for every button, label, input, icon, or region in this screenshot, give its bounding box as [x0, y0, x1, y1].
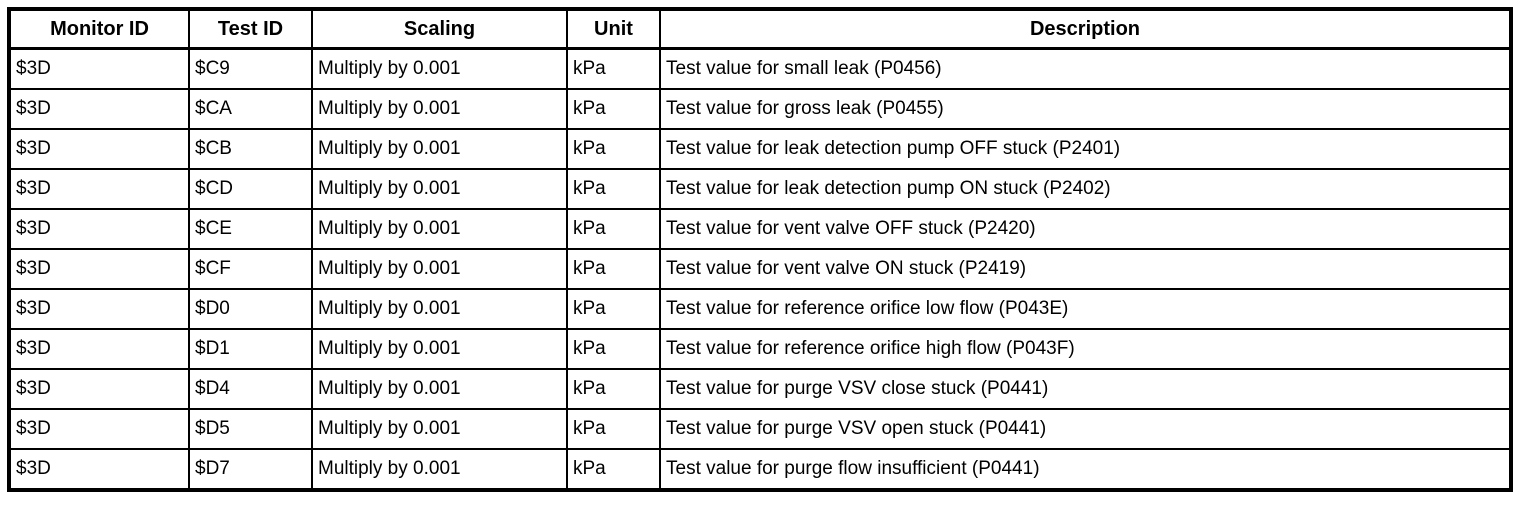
table-cell: Test value for gross leak (P0455)	[659, 88, 1512, 130]
table-row: $3D $D1 Multiply by 0.001 kPa Test value for…	[8, 328, 1512, 370]
table-cell: Test value for reference orifice low flo…	[659, 288, 1512, 330]
table-cell: Test value for vent valve OFF stuck (P24…	[659, 208, 1512, 250]
table-cell: $CE	[188, 208, 313, 250]
table-row: $3D $CD Multiply by 0.001 kPa Test value for…	[8, 168, 1512, 210]
monitor-test-scaling-table: Monitor ID Test ID Scaling Unit Descript…	[7, 7, 1513, 492]
table-cell: kPa	[566, 168, 661, 210]
table-cell: $3D	[8, 328, 190, 370]
table-cell: $3D	[8, 448, 190, 491]
column-header-test-id: Test ID	[188, 8, 313, 50]
table-cell: $CD	[188, 168, 313, 210]
table-header-row: Monitor ID Test ID Scaling Unit Descript…	[8, 8, 1512, 50]
table-cell: $3D	[8, 47, 190, 90]
table-cell: kPa	[566, 368, 661, 410]
table-cell: kPa	[566, 408, 661, 450]
table-cell: Multiply by 0.001	[311, 88, 568, 130]
table-cell: $3D	[8, 288, 190, 330]
column-header-description: Description	[659, 8, 1512, 50]
table-row: $3D $CF Multiply by 0.001 kPa Test value for…	[8, 248, 1512, 290]
table-body: $3D $C9 Multiply by 0.001 kPa Test value for…	[8, 47, 1512, 491]
table-cell: Multiply by 0.001	[311, 328, 568, 370]
table-cell: kPa	[566, 328, 661, 370]
table-cell: $3D	[8, 208, 190, 250]
table-cell: $3D	[8, 168, 190, 210]
table-cell: Multiply by 0.001	[311, 208, 568, 250]
table-cell: $CA	[188, 88, 313, 130]
table-cell: $CF	[188, 248, 313, 290]
table-row: $3D $CE Multiply by 0.001 kPa Test value for…	[8, 208, 1512, 250]
table-cell: $CB	[188, 128, 313, 170]
table-cell: Multiply by 0.001	[311, 248, 568, 290]
table-cell: Multiply by 0.001	[311, 128, 568, 170]
table-cell: Test value for purge flow insufficient (…	[659, 448, 1512, 491]
table-cell: $C9	[188, 47, 313, 90]
table-cell: Test value for purge VSV open stuck (P04…	[659, 408, 1512, 450]
table-cell: kPa	[566, 88, 661, 130]
table-cell: Multiply by 0.001	[311, 47, 568, 90]
table-row: $3D $D7 Multiply by 0.001 kPa Test value for…	[8, 448, 1512, 491]
table-cell: kPa	[566, 248, 661, 290]
table-row: $3D $C9 Multiply by 0.001 kPa Test value for…	[8, 47, 1512, 90]
table-cell: Multiply by 0.001	[311, 408, 568, 450]
column-header-monitor-id: Monitor ID	[8, 8, 190, 50]
table-cell: kPa	[566, 288, 661, 330]
table-cell: Multiply by 0.001	[311, 168, 568, 210]
table-cell: $D0	[188, 288, 313, 330]
document-page: Monitor ID Test ID Scaling Unit Descript…	[7, 7, 1513, 492]
table-cell: Test value for leak detection pump ON st…	[659, 168, 1512, 210]
table-cell: kPa	[566, 128, 661, 170]
table-row: $3D $D0 Multiply by 0.001 kPa Test value for…	[8, 288, 1512, 330]
column-header-scaling: Scaling	[311, 8, 568, 50]
table-cell: Multiply by 0.001	[311, 448, 568, 491]
table-cell: Test value for reference orifice high fl…	[659, 328, 1512, 370]
table-cell: Test value for purge VSV close stuck (P0…	[659, 368, 1512, 410]
table-cell: $3D	[8, 408, 190, 450]
table-cell: $3D	[8, 128, 190, 170]
table-row: $3D $CA Multiply by 0.001 kPa Test value for…	[8, 88, 1512, 130]
table-cell: kPa	[566, 208, 661, 250]
table-cell: kPa	[566, 47, 661, 90]
table-cell: $3D	[8, 248, 190, 290]
table-cell: $3D	[8, 88, 190, 130]
table-row: $3D $CB Multiply by 0.001 kPa Test value for…	[8, 128, 1512, 170]
table-row: $3D $D4 Multiply by 0.001 kPa Test value for…	[8, 368, 1512, 410]
table-cell: Test value for leak detection pump OFF s…	[659, 128, 1512, 170]
table-cell: Test value for vent valve ON stuck (P241…	[659, 248, 1512, 290]
table-cell: Test value for small leak (P0456)	[659, 47, 1512, 90]
table-row: $3D $D5 Multiply by 0.001 kPa Test value for…	[8, 408, 1512, 450]
table-cell: kPa	[566, 448, 661, 491]
column-header-unit: Unit	[566, 8, 661, 50]
table-cell: $D1	[188, 328, 313, 370]
table-cell: Multiply by 0.001	[311, 288, 568, 330]
table-cell: $D5	[188, 408, 313, 450]
table-cell: $3D	[8, 368, 190, 410]
table-cell: Multiply by 0.001	[311, 368, 568, 410]
table-cell: $D7	[188, 448, 313, 491]
table-cell: $D4	[188, 368, 313, 410]
